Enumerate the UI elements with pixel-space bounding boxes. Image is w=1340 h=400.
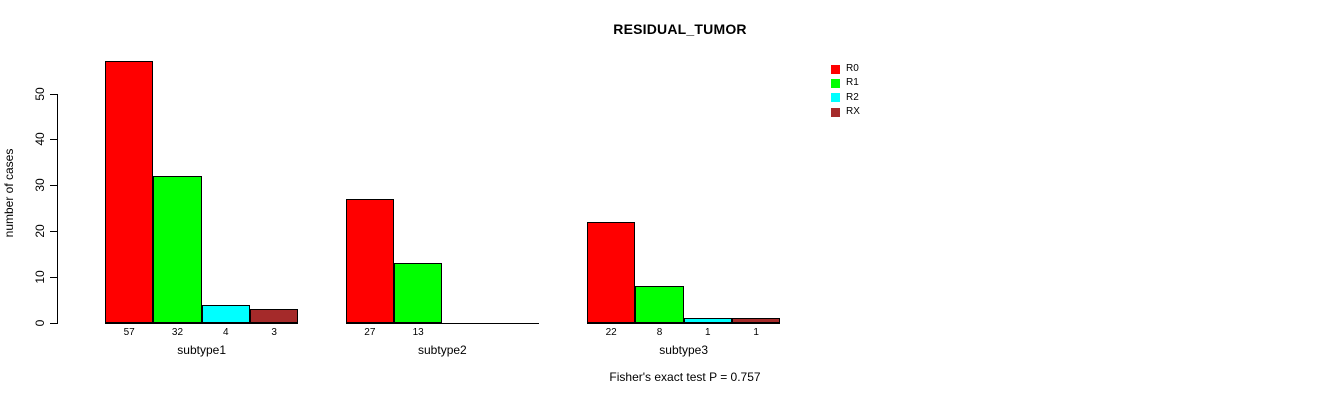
y-tick-mark xyxy=(50,139,57,141)
bar-value-label: 1 xyxy=(753,327,759,338)
group-baseline xyxy=(345,323,539,324)
bar-value-label: 8 xyxy=(656,327,663,338)
bar-R0-subtype3 xyxy=(587,222,636,323)
legend-item-RX: RX xyxy=(831,105,860,119)
legend-label-RX: RX xyxy=(846,106,860,118)
bar-value-label: 4 xyxy=(223,327,229,338)
legend-item-R2: R2 xyxy=(831,91,860,105)
y-tick-mark xyxy=(50,185,57,187)
y-tick-mark xyxy=(50,231,57,233)
y-tick-label: 0 xyxy=(33,319,47,327)
y-tick-label: 50 xyxy=(33,86,47,101)
bar-R1-subtype1 xyxy=(153,176,202,323)
category-label-subtype3: subtype3 xyxy=(659,343,709,357)
bar-R1-subtype2 xyxy=(394,263,443,323)
chart-title: RESIDUAL_TUMOR xyxy=(613,21,747,37)
legend: R0 R1 R2 RX xyxy=(831,62,860,119)
bar-R2-subtype1 xyxy=(201,304,250,323)
bar-value-label: 57 xyxy=(123,327,135,338)
legend-label-R0: R0 xyxy=(846,63,859,75)
legend-swatch-R0 xyxy=(831,64,840,74)
bar-value-label: 3 xyxy=(271,327,277,338)
category-label-subtype1: subtype1 xyxy=(177,343,227,357)
bar-R1-subtype3 xyxy=(635,286,684,323)
bar-value-label: 32 xyxy=(171,327,184,338)
y-tick-label: 30 xyxy=(33,178,47,192)
legend-label-R2: R2 xyxy=(846,91,859,103)
y-tick-mark xyxy=(50,277,57,279)
legend-swatch-R1 xyxy=(831,78,840,88)
bar-R2-subtype3 xyxy=(683,318,732,323)
y-tick-label: 10 xyxy=(33,270,47,284)
y-axis-line xyxy=(57,93,58,324)
y-tick-mark xyxy=(50,323,57,324)
legend-item-R0: R0 xyxy=(831,62,860,76)
annotation-fisher-test: Fisher's exact test P = 0.757 xyxy=(609,370,761,384)
legend-swatch-R2 xyxy=(831,93,840,103)
bar-RX-subtype3 xyxy=(731,318,781,323)
legend-label-R1: R1 xyxy=(846,77,859,89)
category-label-subtype2: subtype2 xyxy=(418,343,467,357)
bar-value-label: 1 xyxy=(705,327,711,338)
y-tick-mark xyxy=(50,93,57,95)
y-axis-label: number of cases xyxy=(2,148,16,238)
legend-swatch-RX xyxy=(831,107,840,117)
bar-value-label: 27 xyxy=(364,327,376,338)
bar-R0-subtype2 xyxy=(345,199,395,323)
bar-R0-subtype1 xyxy=(105,61,154,323)
y-tick-label: 20 xyxy=(33,224,47,238)
bar-RX-subtype1 xyxy=(249,309,299,323)
bar-value-label: 13 xyxy=(412,327,424,338)
bar-value-label: 22 xyxy=(605,327,617,338)
y-tick-label: 40 xyxy=(33,132,47,147)
group-baseline xyxy=(587,323,781,324)
group-baseline xyxy=(105,323,299,324)
legend-item-R1: R1 xyxy=(831,76,860,90)
